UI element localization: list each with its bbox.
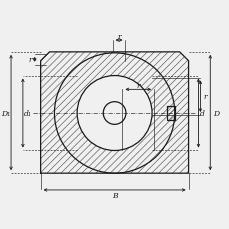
Text: r: r — [28, 56, 32, 64]
Text: r: r — [202, 93, 206, 101]
Bar — [166, 107, 174, 120]
Text: r: r — [117, 33, 120, 41]
Text: D: D — [212, 109, 218, 117]
Text: d₁: d₁ — [24, 109, 32, 117]
Text: D₁: D₁ — [1, 109, 10, 117]
Text: d: d — [199, 109, 203, 117]
Text: r: r — [136, 82, 139, 90]
Text: B: B — [111, 191, 117, 199]
